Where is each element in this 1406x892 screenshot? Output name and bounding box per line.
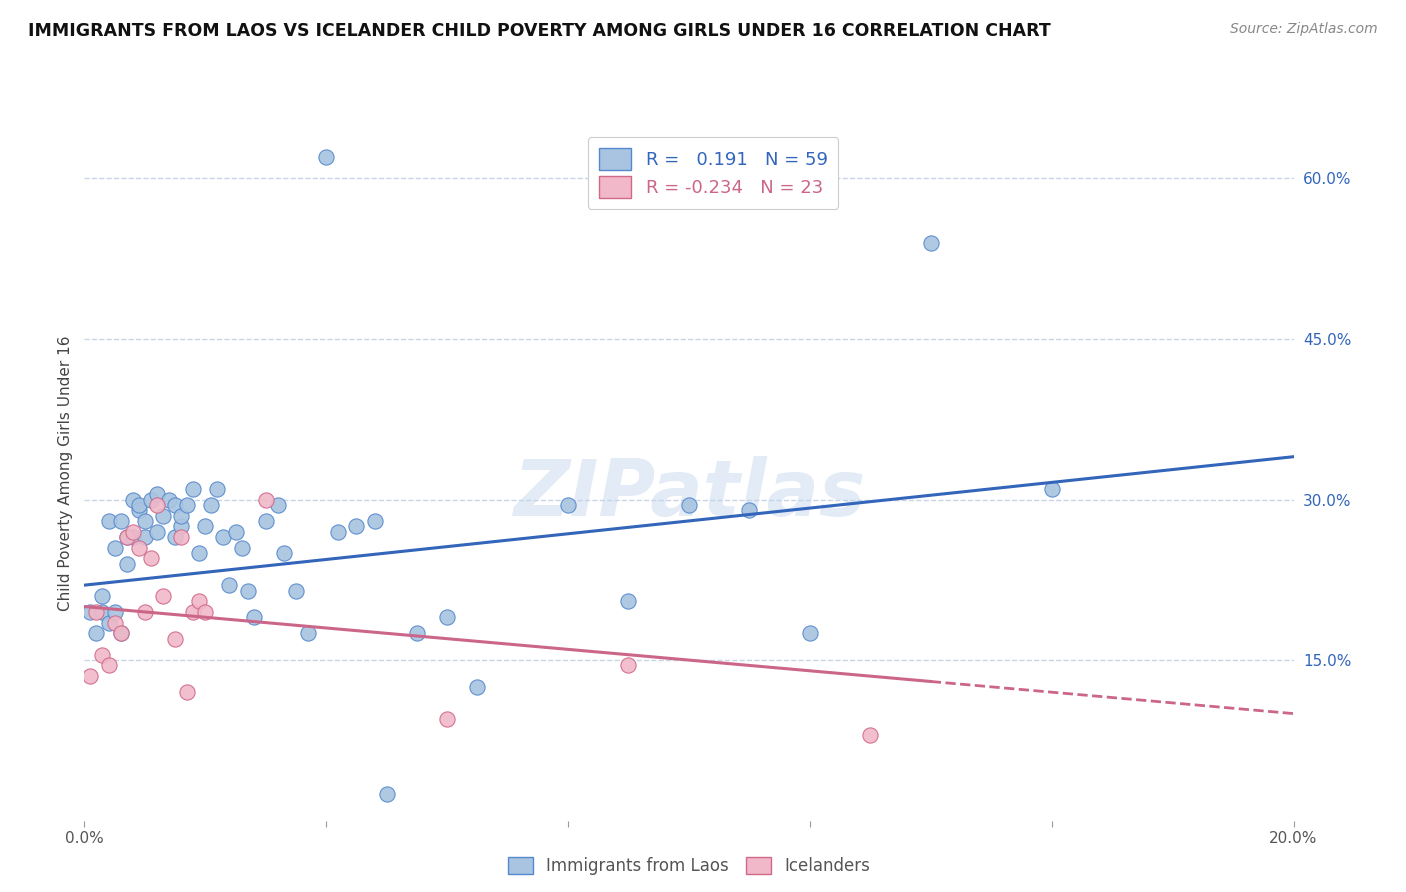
Point: [181, 605, 204, 619]
Point: [176, 498, 198, 512]
Point: [1040, 482, 1063, 496]
Point: [267, 498, 290, 512]
Point: [436, 610, 458, 624]
Point: [121, 492, 143, 507]
Y-axis label: Child Poverty Among Girls Under 16: Child Poverty Among Girls Under 16: [58, 335, 73, 610]
Point: [121, 530, 143, 544]
Point: [104, 605, 127, 619]
Point: [212, 530, 235, 544]
Point: [104, 615, 127, 630]
Point: [406, 626, 429, 640]
Point: [97, 514, 120, 528]
Point: [128, 541, 150, 555]
Point: [128, 498, 150, 512]
Point: [436, 712, 458, 726]
Point: [146, 524, 169, 539]
Point: [110, 626, 132, 640]
Point: [285, 583, 308, 598]
Point: [920, 235, 942, 250]
Point: [231, 541, 253, 555]
Point: [225, 524, 247, 539]
Point: [242, 610, 264, 624]
Point: [134, 514, 156, 528]
Point: [165, 632, 187, 646]
Point: [467, 680, 489, 694]
Point: [165, 530, 187, 544]
Point: [218, 578, 240, 592]
Point: [165, 498, 187, 512]
Point: [146, 487, 169, 501]
Point: [799, 626, 821, 640]
Point: [200, 498, 222, 512]
Point: [110, 514, 132, 528]
Point: [91, 648, 114, 662]
Point: [617, 594, 640, 608]
Point: [97, 615, 120, 630]
Point: [152, 589, 174, 603]
Point: [617, 658, 640, 673]
Point: [110, 626, 132, 640]
Point: [181, 482, 204, 496]
Point: [194, 519, 217, 533]
Legend: Immigrants from Laos, Icelanders: Immigrants from Laos, Icelanders: [502, 850, 876, 882]
Point: [134, 605, 156, 619]
Point: [91, 589, 114, 603]
Point: [128, 503, 150, 517]
Point: [79, 605, 101, 619]
Point: [146, 498, 169, 512]
Point: [297, 626, 319, 640]
Point: [115, 530, 138, 544]
Point: [363, 514, 385, 528]
Point: [86, 626, 108, 640]
Point: [139, 551, 162, 566]
Text: ZIPatlas: ZIPatlas: [513, 456, 865, 532]
Point: [346, 519, 368, 533]
Point: [188, 594, 211, 608]
Point: [328, 524, 350, 539]
Point: [97, 658, 120, 673]
Point: [157, 492, 180, 507]
Point: [170, 519, 193, 533]
Point: [170, 530, 193, 544]
Point: [188, 546, 211, 560]
Point: [859, 728, 882, 742]
Point: [115, 530, 138, 544]
Text: IMMIGRANTS FROM LAOS VS ICELANDER CHILD POVERTY AMONG GIRLS UNDER 16 CORRELATION: IMMIGRANTS FROM LAOS VS ICELANDER CHILD …: [28, 22, 1050, 40]
Point: [236, 583, 259, 598]
Point: [375, 787, 398, 801]
Point: [121, 524, 143, 539]
Point: [91, 605, 114, 619]
Point: [139, 492, 162, 507]
Point: [207, 482, 229, 496]
Point: [170, 508, 193, 523]
Point: [273, 546, 295, 560]
Point: [86, 605, 108, 619]
Point: [104, 541, 127, 555]
Point: [194, 605, 217, 619]
Point: [254, 492, 277, 507]
Point: [152, 508, 174, 523]
Point: [315, 150, 337, 164]
Point: [678, 498, 700, 512]
Point: [115, 557, 138, 571]
Point: [134, 530, 156, 544]
Point: [254, 514, 277, 528]
Point: [176, 685, 198, 699]
Text: Source: ZipAtlas.com: Source: ZipAtlas.com: [1230, 22, 1378, 37]
Point: [557, 498, 579, 512]
Point: [738, 503, 761, 517]
Point: [79, 669, 101, 683]
